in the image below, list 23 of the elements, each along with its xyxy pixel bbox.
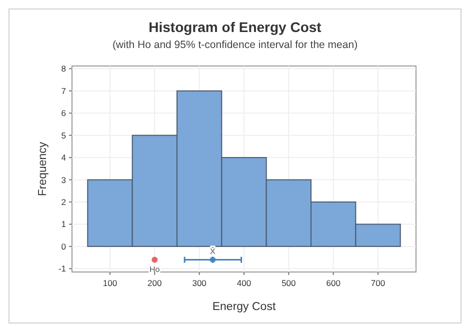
y-tick-label: 8: [61, 64, 66, 74]
y-tick-label: 1: [61, 219, 66, 230]
x-tick-label: 700: [370, 278, 386, 288]
y-tick-label: 2: [61, 197, 66, 207]
x-tick-label: 100: [102, 278, 118, 288]
y-tick-label: 7: [61, 86, 66, 96]
x-tick-label: 600: [326, 278, 341, 288]
chart-subtitle: (with Ho and 95% t-confidence interval for the mean): [112, 39, 358, 51]
x-tick-label: 500: [282, 278, 296, 288]
x-axis-title: Energy Cost: [212, 301, 276, 313]
x-tick-label: 400: [236, 278, 252, 288]
y-tick-label: 5: [61, 130, 66, 140]
y-axis-title: Frequency: [37, 142, 49, 196]
series-label: X̄: [210, 246, 216, 256]
x-tick-label: 300: [192, 278, 207, 288]
chart-title: Histogram of Energy Cost: [148, 19, 322, 35]
y-tick-label: 4: [61, 152, 66, 163]
series-label: Ho: [150, 264, 160, 274]
y-tick-label: -1: [58, 264, 66, 274]
x-tick-label: 200: [148, 278, 162, 288]
y-tick-label: 3: [61, 174, 66, 185]
y-tick-label: 6: [61, 108, 66, 118]
y-tick-label: 0: [61, 241, 66, 252]
